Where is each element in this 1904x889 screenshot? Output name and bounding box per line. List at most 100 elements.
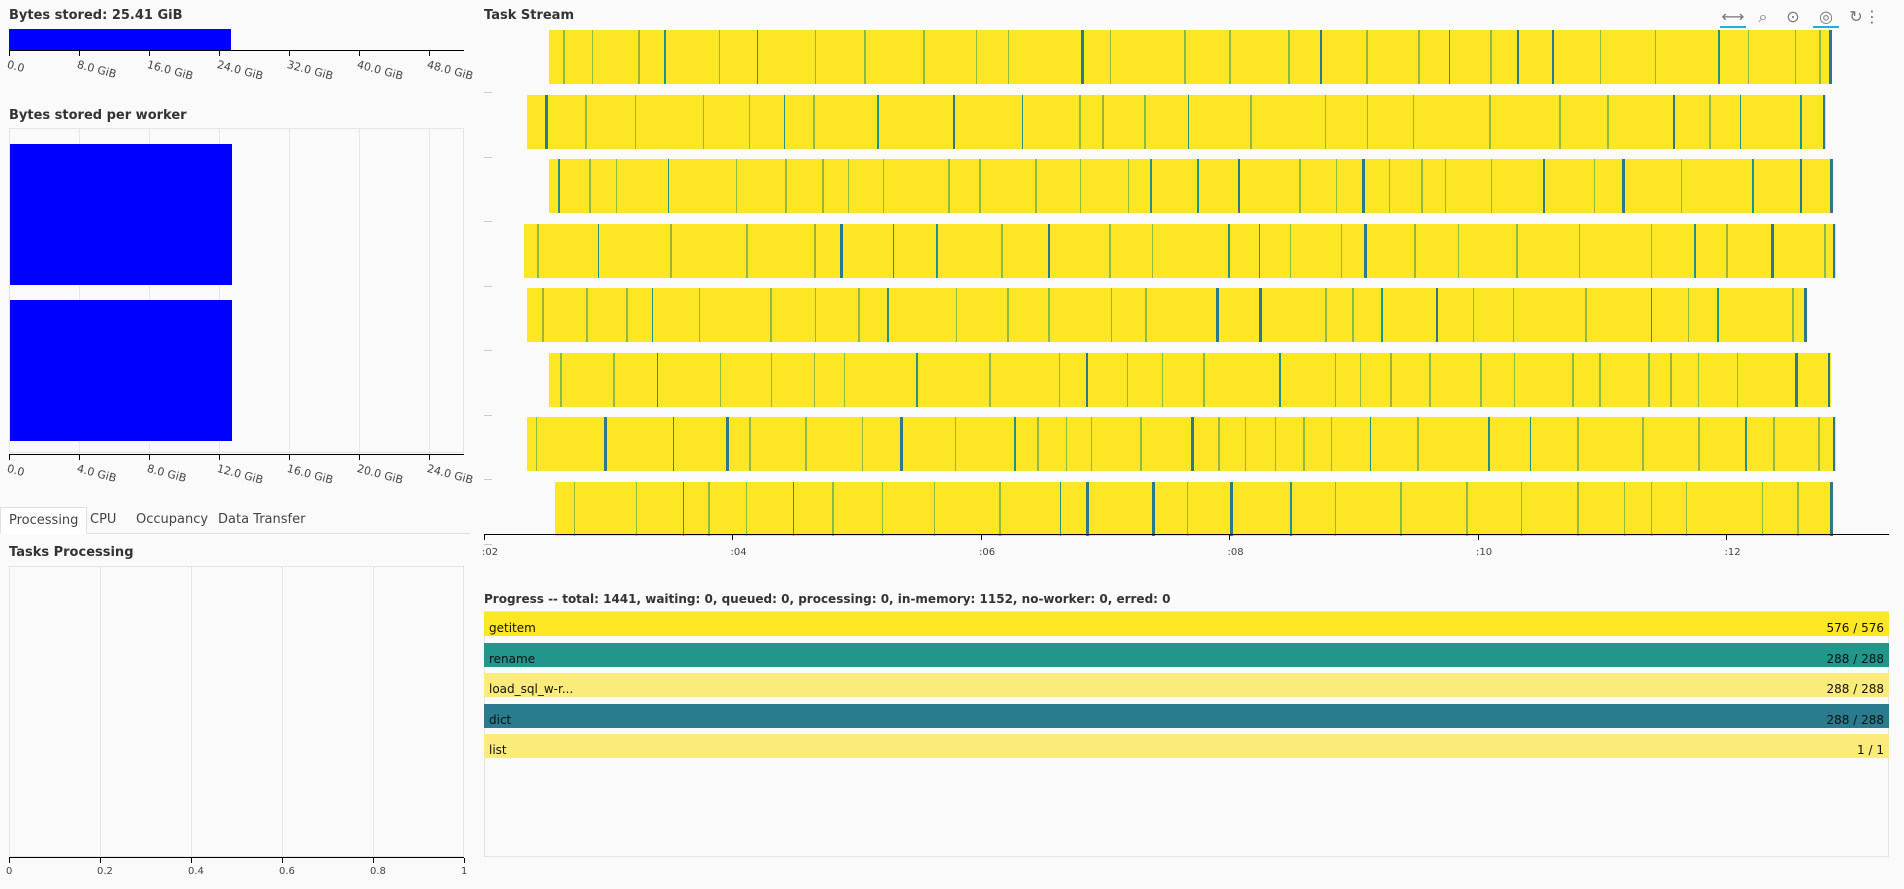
bytes-stored-bar: [9, 29, 232, 50]
task-boundary: [1490, 159, 1493, 213]
progress-bar-rename[interactable]: rename 288 / 288: [484, 642, 1889, 667]
task-boundary: [1381, 288, 1383, 342]
task-boundary: [1334, 481, 1337, 536]
task-boundary: [1599, 30, 1602, 84]
axis-tick: [9, 858, 10, 863]
task-boundary: [1739, 94, 1742, 149]
progress-bar-dict[interactable]: dict 288 / 288: [484, 703, 1889, 728]
task-boundary: [1490, 30, 1492, 84]
task-boundary: [948, 159, 950, 213]
progress-bar-label: getitem: [489, 621, 536, 635]
row-gutter-tick: [484, 221, 492, 222]
task-boundary: [1152, 481, 1155, 536]
axis-tick-label: 32.0 GiB: [285, 58, 335, 83]
pan-icon[interactable]: ⟷: [1720, 7, 1746, 28]
task-boundary: [785, 159, 787, 213]
more-icon[interactable]: ⋮: [1864, 7, 1880, 26]
tasks-processing-axis: [9, 857, 464, 858]
progress-bar-getitem[interactable]: getitem 576 / 576: [484, 612, 1889, 636]
progress-bar-load-sql-w-r-[interactable]: load_sql_w-r... 288 / 288: [484, 673, 1889, 697]
task-boundary: [840, 223, 843, 278]
reset-icon[interactable]: ↻: [1849, 7, 1863, 26]
box-zoom-icon[interactable]: ⌕: [1758, 7, 1768, 26]
task-boundary: [843, 352, 846, 407]
task-boundary: [1718, 30, 1720, 84]
task-boundary: [933, 481, 936, 536]
task-boundary: [626, 288, 628, 342]
task-boundary: [1819, 30, 1821, 84]
axis-tick: [219, 455, 220, 460]
task-boundary: [667, 159, 669, 213]
row-gutter-tick: [484, 543, 492, 545]
axis-tick: [9, 455, 10, 460]
task-boundary: [1250, 94, 1252, 149]
task-boundary: [1607, 94, 1609, 149]
task-boundary: [1752, 159, 1754, 213]
task-boundary: [1127, 159, 1130, 213]
task-boundary: [1340, 223, 1343, 278]
task-boundary: [814, 30, 817, 84]
task-boundary: [1414, 223, 1416, 278]
task-boundary: [1140, 417, 1142, 471]
task-boundary: [1577, 417, 1579, 471]
progress-title: Progress -- total: 1441, waiting: 0, que…: [484, 592, 1171, 606]
task-boundary: [1359, 352, 1362, 407]
task-boundary: [542, 288, 544, 342]
task-stream-plot[interactable]: [484, 30, 1888, 536]
task-boundary: [1090, 417, 1093, 471]
task-boundary: [708, 481, 710, 536]
task-boundary: [1421, 159, 1423, 213]
bytes-per-worker-axis: [9, 454, 464, 455]
task-boundary: [1761, 481, 1764, 536]
bytes-stored-axis: [9, 50, 464, 51]
axis-tick-label: 8.0 GiB: [75, 58, 118, 81]
task-boundary: [1650, 288, 1653, 342]
tab-data-transfer[interactable]: Data Transfer: [218, 512, 306, 527]
task-stream-row: [527, 288, 1808, 342]
tab-occupancy[interactable]: Occupancy: [136, 512, 209, 527]
axis-tick-label: 40.0 GiB: [355, 58, 405, 83]
axis-tick-label: 16.0 GiB: [145, 58, 195, 83]
task-boundary: [558, 159, 560, 213]
tab-cpu[interactable]: CPU: [90, 512, 117, 527]
task-boundary: [1197, 159, 1199, 213]
task-boundary: [719, 352, 722, 407]
task-boundary: [1818, 417, 1820, 471]
task-boundary: [1827, 352, 1831, 407]
task-boundary: [1824, 223, 1826, 278]
task-boundary: [1672, 94, 1676, 149]
task-boundary: [1319, 30, 1323, 84]
row-gutter-tick: [484, 156, 492, 158]
task-boundary: [1512, 288, 1515, 342]
task-boundary: [814, 288, 817, 342]
task-boundary: [1466, 481, 1468, 536]
task-boundary: [1717, 288, 1719, 342]
task-boundary: [613, 352, 615, 407]
task-boundary: [861, 417, 864, 471]
task-boundary: [537, 223, 539, 278]
task-boundary: [682, 481, 685, 536]
task-boundary: [1126, 352, 1129, 407]
task-boundary: [936, 223, 938, 278]
task-boundary: [1335, 159, 1338, 213]
axis-tick-label: :10: [1475, 547, 1493, 558]
task-boundary: [735, 159, 738, 213]
progress-bar-label: dict: [489, 712, 512, 727]
axis-tick-label: :12: [1724, 547, 1741, 558]
axis-tick: [1229, 535, 1231, 540]
row-gutter-tick: [484, 414, 492, 416]
task-boundary: [1303, 417, 1305, 471]
wheel-zoom-icon[interactable]: ⊙: [1786, 7, 1800, 26]
task-boundary: [1480, 352, 1482, 407]
tab-processing[interactable]: Processing: [0, 507, 88, 534]
task-boundary: [1687, 288, 1690, 342]
progress-bar-list[interactable]: list 1 / 1: [484, 734, 1889, 758]
axis-tick: [429, 51, 430, 56]
task-boundary: [1551, 30, 1555, 84]
task-boundary: [864, 30, 866, 84]
task-boundary: [591, 30, 594, 84]
axis-tick-label: 48.0 GiB: [425, 58, 475, 83]
hover-icon[interactable]: ◎: [1813, 6, 1839, 28]
task-boundary: [1429, 352, 1431, 407]
task-boundary: [1516, 30, 1520, 84]
